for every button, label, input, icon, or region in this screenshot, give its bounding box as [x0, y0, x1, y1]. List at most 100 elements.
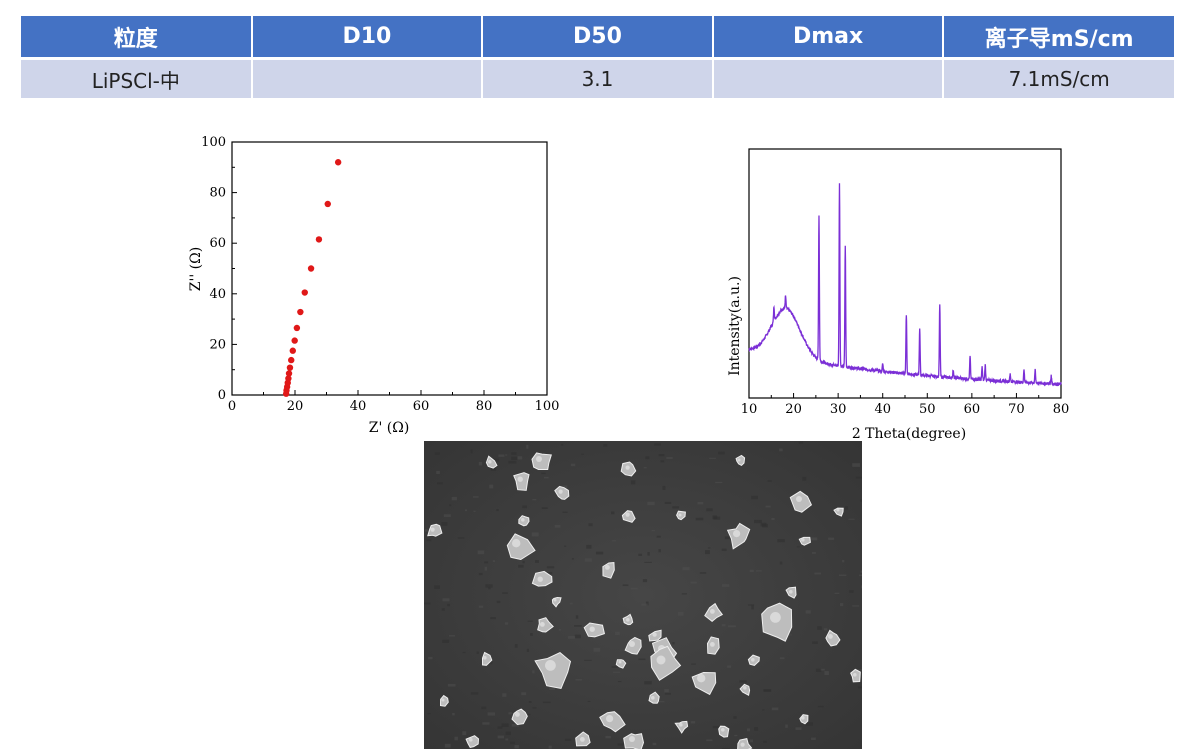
eis-x-axis-label: Z' (Ω)	[369, 420, 410, 436]
sem-particle-highlight	[710, 609, 715, 614]
sem-texture-speck	[581, 453, 585, 455]
sem-texture-speck	[811, 737, 816, 741]
sem-texture-speck	[593, 647, 601, 652]
sem-texture-speck	[786, 634, 792, 636]
sem-texture-speck	[652, 742, 657, 746]
sem-texture-speck	[484, 566, 488, 571]
sem-particle-highlight	[740, 742, 745, 747]
sem-texture-speck	[779, 448, 783, 452]
sem-texture-speck	[658, 549, 661, 553]
sem-texture-speck	[543, 476, 549, 479]
sem-texture-speck	[587, 700, 591, 702]
sem-texture-speck	[575, 615, 579, 619]
sem-texture-speck	[622, 584, 629, 587]
sem-texture-speck	[457, 537, 465, 539]
eis-plot-frame	[231, 141, 548, 396]
eis-data-point	[334, 159, 342, 166]
sem-particle-highlight	[545, 660, 556, 671]
sem-particle-highlight	[629, 736, 635, 742]
sem-texture-speck	[706, 508, 713, 512]
eis-y-tick-label: 0	[218, 388, 226, 403]
sem-texture-speck	[478, 461, 483, 466]
sem-texture-speck	[526, 648, 530, 652]
sem-texture-speck	[562, 511, 568, 513]
sem-texture-speck	[490, 617, 496, 620]
eis-data-point	[293, 324, 301, 332]
sem-particle	[674, 720, 689, 734]
sem-particle-highlight	[743, 686, 747, 690]
sem-texture-speck	[709, 457, 716, 459]
sem-texture-speck	[482, 722, 490, 725]
sem-texture-speck	[464, 509, 468, 512]
sem-texture-speck	[617, 743, 626, 746]
sem-texture-speck	[727, 625, 736, 628]
sem-particle-highlight	[512, 539, 521, 548]
sem-particle-highlight	[469, 738, 473, 742]
sem-texture-speck	[707, 547, 711, 549]
sem-texture-speck	[568, 636, 576, 639]
sem-texture-speck	[824, 671, 829, 676]
sem-texture-speck	[546, 571, 553, 575]
sem-texture-speck	[530, 633, 533, 636]
sem-texture-speck	[763, 740, 767, 743]
sem-particle	[534, 652, 572, 689]
sem-particle-highlight	[558, 489, 563, 494]
sem-texture-speck	[605, 735, 611, 739]
eis-x-tick-label: 0	[228, 399, 236, 414]
sem-texture-speck	[733, 716, 737, 719]
sem-texture-speck	[779, 657, 785, 660]
sem-texture-speck	[564, 738, 572, 741]
eis-data-point	[288, 356, 295, 364]
sem-texture-speck	[771, 518, 775, 521]
sem-texture-speck	[575, 679, 583, 681]
sem-texture-speck	[682, 567, 690, 571]
header-d10: D10	[251, 16, 484, 60]
sem-texture-speck	[814, 572, 822, 575]
sem-texture-speck	[712, 725, 720, 729]
sem-particle-highlight	[589, 626, 595, 632]
sem-texture-speck	[695, 517, 704, 521]
sem-texture-speck	[705, 550, 710, 555]
header-ionic-conductivity: 离子导mS/cm	[943, 16, 1174, 60]
eis-plot-svg: Z' (Ω) Z'' (Ω) 0 20 40 60 80 100 0 20 40 60 80 100	[188, 135, 559, 436]
sem-particle	[789, 490, 813, 513]
sem-texture-speck	[542, 701, 551, 704]
sem-particle-highlight	[605, 565, 610, 570]
sem-texture-speck	[662, 485, 666, 490]
sem-texture-speck	[501, 723, 509, 727]
sem-texture-speck	[672, 641, 675, 645]
sem-particle-highlight	[789, 590, 793, 594]
sem-texture-speck	[443, 514, 451, 517]
header-particle-size: 粒度	[21, 16, 253, 60]
sem-texture-speck	[718, 451, 725, 455]
sem-texture-speck	[817, 705, 824, 708]
sem-texture-speck	[643, 467, 647, 469]
sem-texture-speck	[672, 506, 680, 509]
sem-texture-speck	[492, 560, 496, 563]
sem-particle	[427, 523, 443, 537]
sem-texture-speck	[815, 668, 822, 672]
sem-texture-speck	[546, 566, 555, 569]
particle-table: 粒度 D10 D50 Dmax 离子导mS/cm LiPSCl-中 3.1 7.…	[21, 16, 1174, 98]
sem-texture-speck	[754, 727, 759, 731]
cell-conductivity: 7.1mS/cm	[943, 58, 1174, 98]
sem-texture-speck	[660, 460, 665, 463]
sem-texture-speck	[751, 495, 759, 500]
sem-texture-speck	[462, 731, 467, 736]
sem-texture-speck	[470, 692, 479, 695]
sem-texture-speck	[617, 680, 622, 683]
sem-texture-speck	[611, 666, 619, 668]
sem-particle-highlight	[521, 518, 525, 522]
sem-texture-speck	[426, 539, 432, 542]
sem-texture-speck	[849, 590, 854, 593]
sem-texture-speck	[856, 669, 862, 671]
sem-texture-speck	[549, 686, 556, 691]
cell-d10	[251, 58, 484, 98]
sem-texture-speck	[691, 663, 696, 665]
sem-particle-highlight	[853, 673, 857, 677]
sem-texture-speck	[658, 454, 665, 457]
sem-texture-speck	[785, 724, 788, 728]
sem-texture-speck	[859, 499, 862, 502]
sem-texture-speck	[511, 452, 517, 455]
sem-particle-highlight	[751, 658, 755, 662]
